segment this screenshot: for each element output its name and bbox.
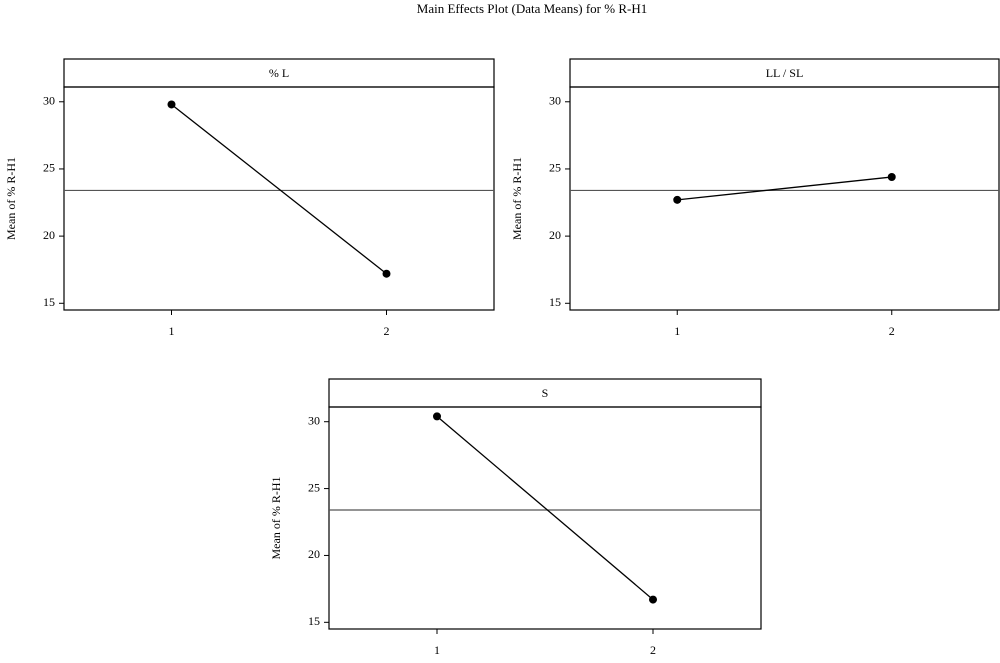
point	[167, 100, 176, 109]
y-axis-label: Mean of % R-H1	[4, 157, 18, 240]
panel-header	[328, 378, 762, 408]
panel-header	[63, 58, 495, 88]
panel-title: S	[542, 386, 549, 400]
panel-header	[569, 58, 1000, 88]
x-tick-label: 1	[169, 324, 175, 338]
point	[673, 195, 682, 204]
line-series	[433, 412, 657, 604]
y-tick-label: 20	[549, 228, 561, 242]
plot-frame	[569, 86, 1000, 311]
y-tick-label: 25	[549, 161, 561, 175]
line	[677, 176, 892, 201]
y-tick-label: 15	[308, 614, 320, 628]
panel-title: LL / SL	[766, 66, 804, 80]
line	[436, 415, 654, 601]
y-tick-label: 30	[549, 94, 561, 108]
y-tick-label: 15	[43, 295, 55, 309]
y-tick-label: 15	[549, 295, 561, 309]
panel-title: % L	[269, 66, 289, 80]
y-tick-label: 20	[43, 228, 55, 242]
point	[887, 173, 896, 182]
y-tick-label: 30	[43, 94, 55, 108]
y-tick-label: 20	[308, 547, 320, 561]
x-tick-label: 1	[434, 643, 440, 657]
x-tick-label: 2	[889, 324, 895, 338]
line-series	[167, 100, 391, 278]
plot-frame	[328, 406, 762, 630]
figure-title: Main Effects Plot (Data Means) for % R-H…	[417, 1, 647, 16]
line-series	[673, 173, 896, 204]
y-tick-label: 30	[308, 413, 320, 427]
point	[649, 595, 657, 604]
y-axis-label: Mean of % R-H1	[510, 157, 524, 240]
line	[171, 103, 387, 275]
y-axis-label: Mean of % R-H1	[269, 477, 283, 560]
x-tick-label: 2	[384, 324, 390, 338]
plot-frame	[63, 86, 495, 311]
y-tick-label: 25	[43, 161, 55, 175]
point	[433, 412, 441, 421]
x-tick-label: 2	[650, 643, 656, 657]
y-tick-label: 25	[308, 480, 320, 494]
point	[382, 269, 391, 278]
x-tick-label: 1	[674, 324, 680, 338]
